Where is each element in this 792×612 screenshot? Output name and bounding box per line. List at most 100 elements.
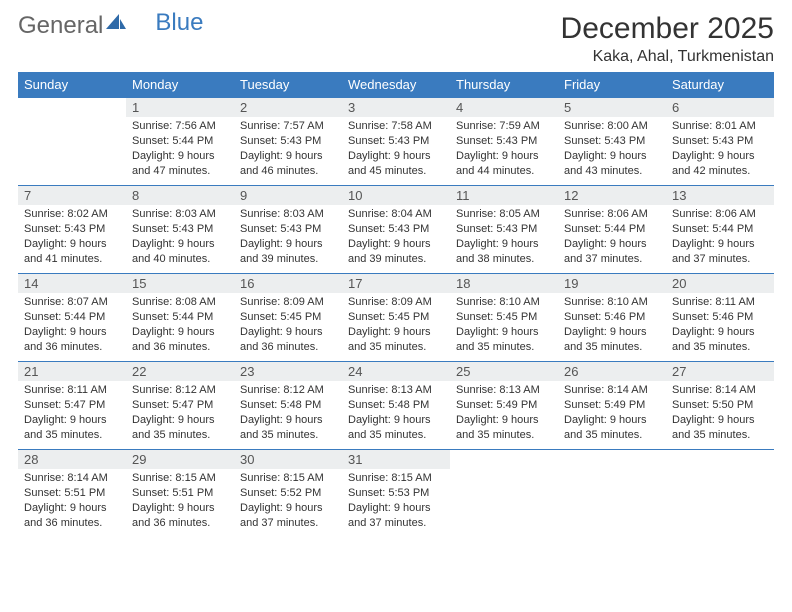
dow-header: Friday [558, 72, 666, 98]
calendar-cell: 14Sunrise: 8:07 AMSunset: 5:44 PMDayligh… [18, 274, 126, 362]
day-line: Daylight: 9 hours [24, 237, 120, 252]
day-line: Daylight: 9 hours [132, 149, 228, 164]
day-line: Sunrise: 8:07 AM [24, 295, 120, 310]
day-line: Daylight: 9 hours [564, 413, 660, 428]
calendar-cell: 4Sunrise: 7:59 AMSunset: 5:43 PMDaylight… [450, 98, 558, 186]
day-line: Sunset: 5:44 PM [132, 134, 228, 149]
day-line: Sunrise: 8:13 AM [456, 383, 552, 398]
day-number: 25 [450, 362, 558, 381]
day-number: 8 [126, 186, 234, 205]
day-line: and 35 minutes. [564, 428, 660, 443]
day-line: Sunrise: 8:15 AM [132, 471, 228, 486]
day-number: 27 [666, 362, 774, 381]
day-line: Sunset: 5:47 PM [24, 398, 120, 413]
calendar-row: 28Sunrise: 8:14 AMSunset: 5:51 PMDayligh… [18, 450, 774, 538]
day-line: Sunset: 5:47 PM [132, 398, 228, 413]
day-line: Sunset: 5:43 PM [240, 222, 336, 237]
day-line: Sunset: 5:43 PM [672, 134, 768, 149]
calendar-cell: 15Sunrise: 8:08 AMSunset: 5:44 PMDayligh… [126, 274, 234, 362]
title-location: Kaka, Ahal, Turkmenistan [561, 48, 774, 66]
day-details: Sunrise: 8:07 AMSunset: 5:44 PMDaylight:… [18, 293, 126, 356]
day-line: and 43 minutes. [564, 164, 660, 179]
day-line: and 35 minutes. [24, 428, 120, 443]
day-details: Sunrise: 8:10 AMSunset: 5:45 PMDaylight:… [450, 293, 558, 356]
day-line: Sunrise: 7:56 AM [132, 119, 228, 134]
calendar-cell: 19Sunrise: 8:10 AMSunset: 5:46 PMDayligh… [558, 274, 666, 362]
day-line: Sunrise: 8:14 AM [24, 471, 120, 486]
day-number: 5 [558, 98, 666, 117]
day-number: 2 [234, 98, 342, 117]
day-number: 6 [666, 98, 774, 117]
calendar-cell: 7Sunrise: 8:02 AMSunset: 5:43 PMDaylight… [18, 186, 126, 274]
calendar-cell: 20Sunrise: 8:11 AMSunset: 5:46 PMDayligh… [666, 274, 774, 362]
calendar-cell: 6Sunrise: 8:01 AMSunset: 5:43 PMDaylight… [666, 98, 774, 186]
day-line: and 37 minutes. [672, 252, 768, 267]
day-number: 20 [666, 274, 774, 293]
day-line: Sunset: 5:43 PM [132, 222, 228, 237]
day-line: Sunrise: 8:14 AM [564, 383, 660, 398]
day-number: 16 [234, 274, 342, 293]
day-details: Sunrise: 8:10 AMSunset: 5:46 PMDaylight:… [558, 293, 666, 356]
day-line: Sunrise: 7:58 AM [348, 119, 444, 134]
day-line: and 44 minutes. [456, 164, 552, 179]
day-line: Sunrise: 8:08 AM [132, 295, 228, 310]
day-line: and 39 minutes. [348, 252, 444, 267]
calendar-cell: 27Sunrise: 8:14 AMSunset: 5:50 PMDayligh… [666, 362, 774, 450]
day-details: Sunrise: 7:56 AMSunset: 5:44 PMDaylight:… [126, 117, 234, 180]
day-line: Sunrise: 8:06 AM [564, 207, 660, 222]
calendar-cell: 1Sunrise: 7:56 AMSunset: 5:44 PMDaylight… [126, 98, 234, 186]
brand-part2: Blue [155, 9, 203, 37]
day-line: and 41 minutes. [24, 252, 120, 267]
calendar-row: 7Sunrise: 8:02 AMSunset: 5:43 PMDaylight… [18, 186, 774, 274]
calendar-cell: 21 Sunrise: 8:11 AMSunset: 5:47 PMDayligh… [18, 362, 126, 450]
brand-part1: General [18, 12, 103, 40]
day-details: Sunrise: 8:11 AMSunset: 5:46 PMDaylight:… [666, 293, 774, 356]
day-details: Sunrise: 8:03 AMSunset: 5:43 PMDaylight:… [126, 205, 234, 268]
day-number: 29 [126, 450, 234, 469]
day-number: 11 [450, 186, 558, 205]
calendar-cell: 12Sunrise: 8:06 AMSunset: 5:44 PMDayligh… [558, 186, 666, 274]
day-line: Sunset: 5:44 PM [672, 222, 768, 237]
day-line: Sunset: 5:46 PM [564, 310, 660, 325]
day-line: Sunset: 5:50 PM [672, 398, 768, 413]
day-line: Daylight: 9 hours [24, 413, 120, 428]
day-line: Sunrise: 7:57 AM [240, 119, 336, 134]
day-details: Sunrise: 8:02 AMSunset: 5:43 PMDaylight:… [18, 205, 126, 268]
day-line: Sunset: 5:45 PM [240, 310, 336, 325]
day-number: 4 [450, 98, 558, 117]
day-line: Sunrise: 8:11 AM [24, 383, 120, 398]
calendar-cell [18, 98, 126, 186]
calendar-cell: 30Sunrise: 8:15 AMSunset: 5:52 PMDayligh… [234, 450, 342, 538]
day-details: Sunrise: 8:06 AMSunset: 5:44 PMDaylight:… [558, 205, 666, 268]
day-line: Daylight: 9 hours [24, 325, 120, 340]
day-line: and 40 minutes. [132, 252, 228, 267]
day-line: and 36 minutes. [24, 516, 120, 531]
day-line: Daylight: 9 hours [24, 501, 120, 516]
day-line: and 36 minutes. [24, 340, 120, 355]
day-line: Sunset: 5:48 PM [240, 398, 336, 413]
day-details: Sunrise: 8:15 AMSunset: 5:53 PMDaylight:… [342, 469, 450, 532]
day-number: 21 [18, 362, 126, 381]
day-line: and 37 minutes. [240, 516, 336, 531]
calendar-cell: 2Sunrise: 7:57 AMSunset: 5:43 PMDaylight… [234, 98, 342, 186]
day-details: Sunrise: 8:09 AMSunset: 5:45 PMDaylight:… [234, 293, 342, 356]
day-line: Sunrise: 8:09 AM [240, 295, 336, 310]
calendar-cell: 5Sunrise: 8:00 AMSunset: 5:43 PMDaylight… [558, 98, 666, 186]
calendar-cell [558, 450, 666, 538]
day-details: Sunrise: 7:58 AMSunset: 5:43 PMDaylight:… [342, 117, 450, 180]
day-line: Daylight: 9 hours [456, 413, 552, 428]
title-month: December 2025 [561, 12, 774, 46]
day-line: and 35 minutes. [672, 340, 768, 355]
day-line: Daylight: 9 hours [348, 325, 444, 340]
day-line: Daylight: 9 hours [240, 501, 336, 516]
day-line: Daylight: 9 hours [564, 325, 660, 340]
calendar-table: SundayMondayTuesdayWednesdayThursdayFrid… [18, 72, 774, 538]
day-line: Daylight: 9 hours [240, 237, 336, 252]
calendar-cell: 29Sunrise: 8:15 AMSunset: 5:51 PMDayligh… [126, 450, 234, 538]
day-line: and 35 minutes. [456, 340, 552, 355]
day-line: Sunrise: 8:09 AM [348, 295, 444, 310]
calendar-cell [666, 450, 774, 538]
calendar-cell: 24Sunrise: 8:13 AMSunset: 5:48 PMDayligh… [342, 362, 450, 450]
calendar-cell: 11Sunrise: 8:05 AMSunset: 5:43 PMDayligh… [450, 186, 558, 274]
day-number: 30 [234, 450, 342, 469]
